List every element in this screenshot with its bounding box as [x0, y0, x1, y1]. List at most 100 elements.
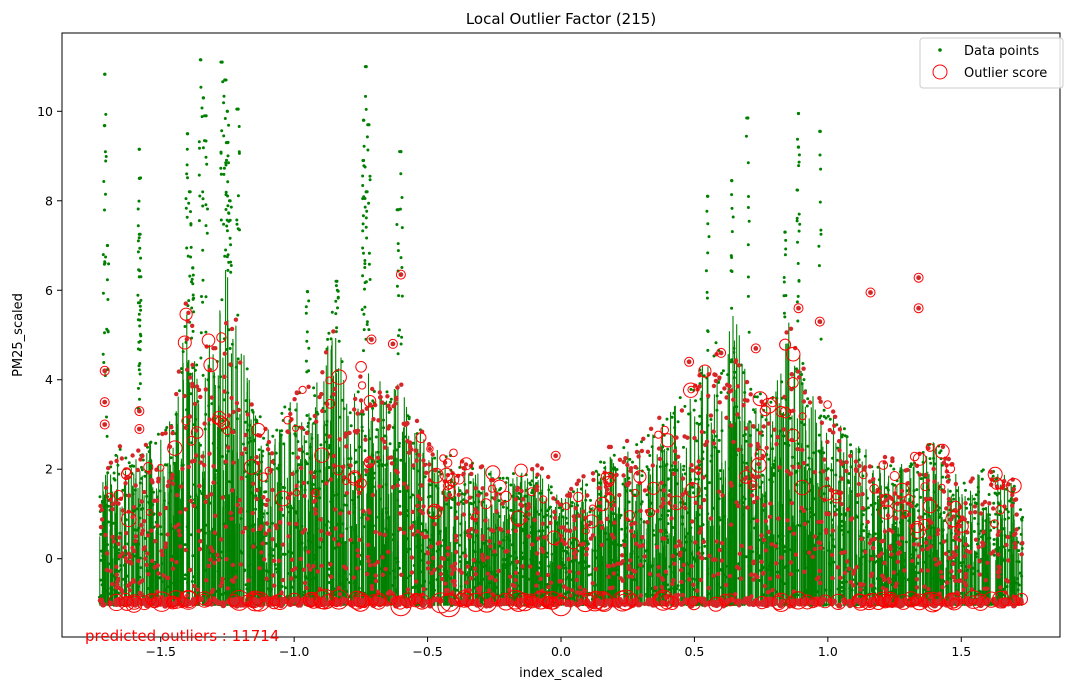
data-point [572, 570, 576, 574]
data-point [848, 586, 852, 590]
data-point [806, 591, 810, 594]
data-point [885, 486, 888, 490]
data-point [760, 415, 764, 419]
outlier-point [882, 560, 887, 566]
outlier-point [655, 544, 660, 550]
data-point [760, 480, 764, 484]
data-point [880, 520, 883, 524]
data-point [914, 571, 918, 575]
data-point [746, 275, 750, 279]
data-point [211, 441, 215, 445]
data-point [940, 535, 944, 539]
data-point [783, 253, 787, 257]
data-point [419, 584, 423, 588]
outlier-point [449, 571, 455, 576]
data-point [844, 512, 848, 516]
data-point [857, 450, 861, 454]
data-point [99, 594, 103, 598]
data-point [912, 588, 916, 592]
data-point [206, 378, 210, 382]
data-point [611, 582, 615, 586]
outlier-point [514, 559, 520, 564]
outlier-point [831, 409, 836, 414]
data-point [528, 481, 532, 485]
outlier-point [833, 414, 838, 419]
data-point [201, 146, 205, 150]
data-point [768, 478, 772, 482]
data-point [694, 399, 697, 403]
data-point [542, 515, 546, 519]
data-point [822, 492, 826, 496]
outlier-point [288, 411, 293, 417]
data-point [1020, 518, 1024, 522]
data-point [580, 548, 583, 552]
data-point [680, 584, 684, 587]
data-point [917, 509, 921, 513]
data-point [342, 407, 346, 411]
data-point [246, 441, 250, 445]
data-point [795, 216, 799, 220]
data-point [249, 455, 253, 459]
data-point [860, 549, 864, 553]
data-point [498, 515, 501, 518]
data-point [992, 538, 996, 541]
data-point [822, 408, 826, 412]
outlier-point [935, 531, 940, 537]
data-point [310, 437, 314, 440]
data-point [394, 590, 398, 594]
data-point [579, 563, 583, 567]
data-point [616, 543, 620, 547]
data-point [201, 190, 205, 194]
data-point [618, 516, 622, 520]
outlier-point [405, 485, 410, 490]
data-point [533, 531, 537, 535]
outlier-point [590, 581, 595, 586]
data-point [185, 408, 188, 412]
outlier-point [356, 553, 361, 558]
data-point [359, 553, 363, 557]
data-point [283, 405, 287, 409]
data-point [946, 559, 950, 563]
data-point [354, 534, 358, 538]
data-point [214, 469, 218, 473]
data-point [508, 563, 512, 566]
data-point [237, 125, 241, 128]
data-point [640, 500, 644, 504]
data-point [675, 587, 679, 591]
data-point [228, 549, 231, 553]
outlier-point [920, 547, 925, 552]
outlier-point [163, 431, 168, 436]
outlier-point [769, 542, 774, 547]
data-point [919, 495, 923, 499]
data-point [400, 196, 404, 199]
outlier-point [597, 485, 602, 491]
data-point [389, 400, 392, 404]
data-point [807, 456, 811, 460]
data-point [362, 195, 366, 199]
data-point [191, 297, 195, 301]
outlier-point [620, 559, 626, 564]
data-point [227, 199, 231, 203]
outlier-point [633, 464, 638, 470]
data-point [365, 320, 369, 324]
data-point [138, 516, 142, 520]
data-point [104, 192, 107, 196]
data-point [798, 222, 802, 226]
data-point [199, 85, 203, 89]
data-point [813, 513, 817, 517]
outlier-point [860, 491, 865, 497]
data-point [491, 587, 494, 591]
data-point [362, 118, 366, 122]
data-point [341, 541, 345, 545]
data-point [949, 531, 953, 535]
data-point [864, 591, 868, 594]
data-point [477, 500, 481, 504]
data-point [301, 450, 305, 454]
data-point [191, 273, 195, 277]
data-point [352, 581, 356, 585]
data-point [501, 546, 505, 550]
data-point [282, 442, 286, 446]
data-point [380, 463, 384, 467]
data-point [274, 544, 278, 548]
data-point [612, 453, 616, 457]
